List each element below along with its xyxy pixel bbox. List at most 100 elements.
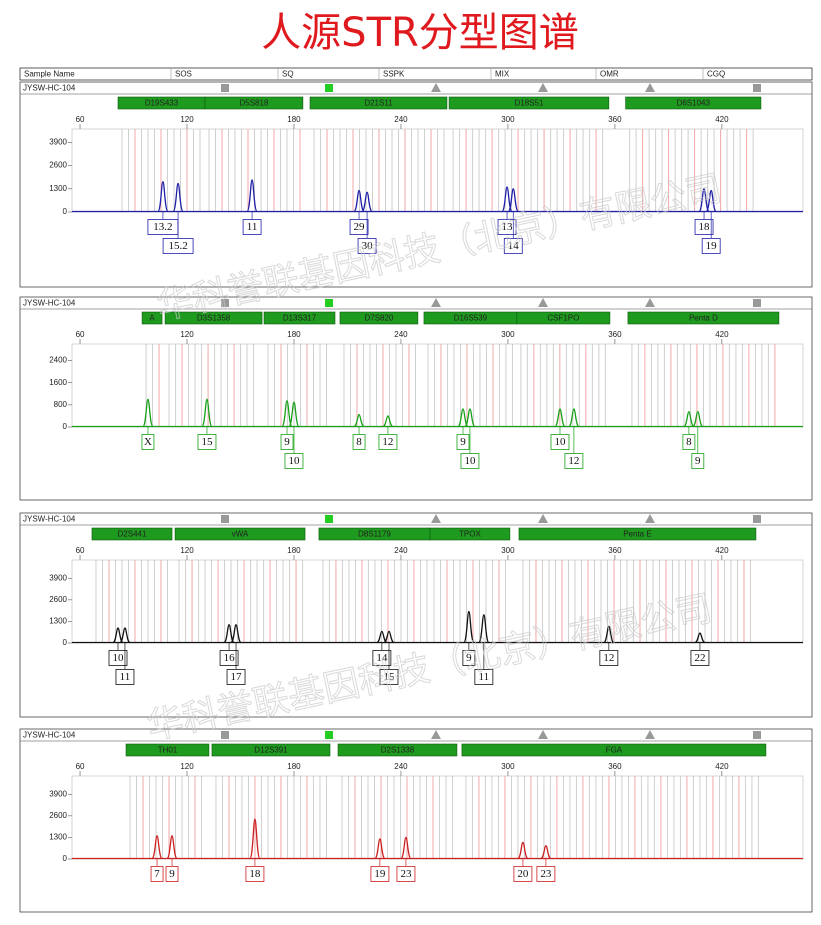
x-tick-label: 60 [76, 762, 85, 771]
allele-box [599, 650, 619, 666]
locus-bar [174, 527, 306, 541]
peak [683, 411, 695, 428]
status-icon [221, 731, 229, 739]
peak [540, 845, 552, 860]
allele-box [115, 669, 135, 685]
status-icon [645, 514, 655, 523]
x-tick-label: 240 [394, 330, 408, 339]
locus-name: Penta E [623, 530, 651, 539]
panel-frame [19, 512, 813, 718]
x-tick-label: 300 [501, 330, 515, 339]
locus-bar [211, 743, 331, 757]
x-tick-label: 420 [715, 762, 729, 771]
y-tick-label: 1300 [49, 184, 67, 193]
peak [157, 181, 169, 213]
allele-label: 8 [686, 436, 692, 448]
allele-label: 9 [466, 652, 472, 664]
locus-name: FGA [606, 746, 623, 755]
header-label: CGQ [707, 70, 725, 79]
status-icon [753, 84, 761, 92]
peak [288, 401, 300, 428]
allele-label: 8 [356, 436, 362, 448]
sample-name: JYSW-HC-104 [23, 731, 76, 740]
panel: JYSW-HC-104 D19S433 D5S818 D21S11 D18S51 D6S1… [19, 81, 813, 288]
locus-name: D16S539 [454, 314, 488, 323]
y-tick-label: 0 [63, 638, 68, 647]
y-tick-label: 2600 [49, 595, 67, 604]
x-tick-label: 420 [715, 546, 729, 555]
allele-box [396, 866, 416, 882]
x-tick-label: 180 [287, 546, 301, 555]
x-tick-label: 60 [76, 330, 85, 339]
peak [166, 835, 178, 860]
peak [517, 841, 529, 860]
status-icon [538, 83, 548, 92]
peak [223, 624, 235, 644]
peak [172, 182, 184, 213]
peak [694, 632, 706, 644]
peak [383, 630, 395, 644]
locus-bar [337, 743, 458, 757]
peak [457, 408, 469, 428]
allele-label: 9 [169, 868, 175, 880]
header-label: SOS [175, 70, 192, 79]
x-tick-label: 300 [501, 762, 515, 771]
allele-box [379, 669, 399, 685]
allele-label: 16 [224, 652, 236, 664]
allele-label: 19 [374, 868, 386, 880]
locus-bar [518, 527, 757, 541]
status-icon [538, 730, 548, 739]
allele-label: 12 [382, 436, 393, 448]
locus-name: Penta D [689, 314, 718, 323]
x-tick-label: 360 [608, 330, 622, 339]
y-tick-label: 3900 [49, 789, 67, 798]
page-title: 人源STR分型图谱 [261, 10, 579, 56]
locus-name: D2S441 [118, 530, 147, 539]
x-tick-label: 180 [287, 330, 301, 339]
status-icon [538, 298, 548, 307]
peak [281, 400, 293, 428]
locus-name: A [149, 314, 155, 323]
status-icon [431, 83, 441, 92]
locus-bar [141, 311, 163, 325]
peak [568, 408, 580, 428]
locus-bar [625, 96, 762, 110]
y-tick-label: 0 [63, 422, 68, 431]
allele-box [162, 238, 194, 254]
allele-box [462, 650, 476, 666]
allele-box [141, 434, 155, 450]
x-tick-label: 420 [715, 115, 729, 124]
sample-name: JYSW-HC-104 [23, 299, 76, 308]
panel: JYSW-HC-104 A D3S1358 D13S317 D7S820 D16S539 C… [19, 296, 813, 501]
peak [463, 610, 475, 644]
locus-name: D8S1179 [358, 530, 391, 539]
allele-box [513, 866, 533, 882]
x-tick-label: 240 [394, 762, 408, 771]
y-tick-label: 3900 [49, 137, 67, 146]
x-tick-label: 360 [608, 115, 622, 124]
allele-label: 11 [120, 671, 131, 683]
locus-bar [516, 311, 611, 325]
status-icon [753, 515, 761, 523]
header-label: OMR [600, 70, 619, 79]
locus-bar [263, 311, 336, 325]
locus-bar [627, 311, 780, 325]
locus-bar [309, 96, 448, 110]
allele-label: 10 [288, 455, 300, 467]
allele-box [474, 669, 494, 685]
y-tick-label: 2400 [49, 356, 67, 365]
allele-box [682, 434, 696, 450]
x-tick-label: 120 [180, 762, 194, 771]
allele-box [564, 453, 584, 469]
allele-box [280, 434, 294, 450]
x-tick-label: 360 [608, 546, 622, 555]
peak [201, 398, 213, 428]
allele-box [701, 238, 721, 254]
y-tick-label: 800 [54, 400, 68, 409]
allele-box [197, 434, 217, 450]
locus-bar [91, 527, 173, 541]
sample-name: JYSW-HC-104 [23, 515, 76, 524]
panel-frame [19, 81, 813, 288]
